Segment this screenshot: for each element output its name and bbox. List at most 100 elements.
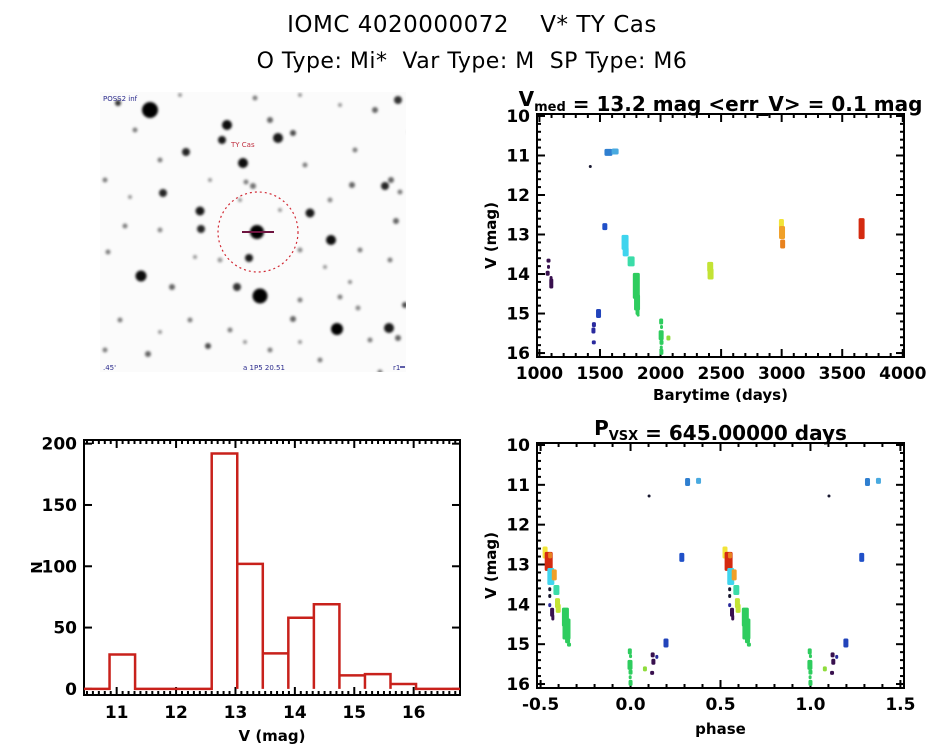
axis-ticks (84, 440, 460, 695)
data-point (728, 552, 733, 559)
star (395, 335, 401, 341)
data-point (551, 569, 557, 581)
y-axis-label: N (30, 561, 46, 574)
chart-text: 15 (506, 305, 530, 325)
star (326, 235, 336, 245)
star (197, 225, 205, 233)
star (238, 158, 248, 168)
data-point (628, 675, 632, 680)
chart-text: 150 (42, 496, 78, 516)
data-point (808, 669, 813, 675)
chart-text: 11 (105, 703, 129, 723)
data-point (549, 278, 554, 289)
histogram-svg: 11 12 13 14 15 16 0 50 100 150 200 V (mag) N (28, 435, 461, 745)
star (302, 162, 308, 168)
chart-text: 12 (164, 703, 188, 723)
data-point (634, 294, 641, 311)
data-point (744, 632, 750, 644)
phase-folded-plot: -0.5 0.0 0.5 1.0 1.5 10 11 12 13 14 15 16 phase V (ma… (470, 413, 944, 747)
star (267, 117, 273, 123)
chart-text: 14 (283, 703, 307, 723)
data-point (591, 327, 596, 334)
data-point (864, 478, 870, 487)
data-point (779, 226, 786, 240)
star (102, 177, 108, 183)
data-point (628, 669, 633, 675)
chart-text: 0.0 (615, 695, 645, 715)
data-point (859, 552, 865, 562)
star (145, 351, 151, 357)
star (305, 208, 315, 218)
star-field-image: POSS2 inf TY Cas .45' a 1P5 20.51 r1 (100, 92, 413, 375)
phase-svg: -0.5 0.0 0.5 1.0 1.5 10 11 12 13 14 15 16 phase V (ma… (482, 416, 915, 738)
star (132, 127, 138, 133)
data-point (659, 318, 664, 325)
target-circle (217, 191, 299, 273)
chart-text: 15 (342, 703, 366, 723)
data-point (651, 658, 656, 665)
data-point (627, 256, 635, 267)
data-point (843, 638, 849, 648)
star (297, 247, 303, 253)
star (372, 107, 378, 113)
chart-text: 14 (506, 595, 530, 615)
chart-text: 2500 (697, 364, 744, 384)
star (381, 182, 389, 190)
star (178, 93, 182, 97)
data-point (733, 585, 740, 595)
data-point (548, 587, 552, 592)
data-point (746, 642, 751, 647)
data-point (659, 348, 664, 355)
star (245, 254, 253, 262)
data-point (627, 648, 632, 655)
survey-label: POSS2 inf (103, 95, 138, 103)
star (337, 294, 343, 300)
data-point (642, 666, 647, 672)
axis-ticks (537, 443, 904, 688)
star (267, 347, 273, 353)
chart-text: 4000 (879, 364, 926, 384)
star (158, 330, 162, 334)
fov-label: .45' (103, 364, 116, 372)
data-point (735, 603, 741, 613)
star (298, 93, 302, 97)
data-point (611, 148, 619, 155)
finder-chart: POSS2 inf TY Cas .45' a 1P5 20.51 r1 (100, 92, 413, 375)
star (352, 147, 358, 153)
data-point (778, 218, 784, 228)
chart-text: 1500 (576, 364, 623, 384)
data-point (807, 648, 812, 655)
star (128, 195, 132, 199)
plot-frame (83, 439, 461, 696)
x-axis-label: V (mag) (238, 727, 305, 745)
star (217, 257, 223, 263)
star (142, 102, 158, 118)
star (252, 288, 268, 304)
star (195, 206, 205, 216)
star (273, 133, 283, 143)
data-point (830, 670, 835, 675)
data-point (555, 603, 561, 613)
data-point (655, 654, 659, 659)
chart-text: 15 (506, 635, 530, 655)
plot-title: Vmed = 13.2 mag <err_V> = 0.1 mag (519, 87, 923, 116)
data-point (728, 603, 732, 608)
data-point (622, 247, 629, 257)
star (157, 157, 163, 163)
data-point (602, 223, 608, 231)
star (290, 130, 296, 136)
star (250, 183, 256, 189)
star (233, 283, 241, 291)
data-point (551, 614, 555, 621)
star (297, 297, 303, 303)
data-points (542, 477, 881, 686)
chart-text: 0 (65, 680, 77, 700)
star (357, 247, 363, 253)
star (115, 100, 121, 106)
chart-text: 13 (506, 226, 530, 246)
data-point (660, 324, 664, 329)
data-point (658, 330, 664, 341)
star (243, 340, 247, 344)
data-point (545, 270, 550, 276)
data-point (666, 335, 671, 341)
